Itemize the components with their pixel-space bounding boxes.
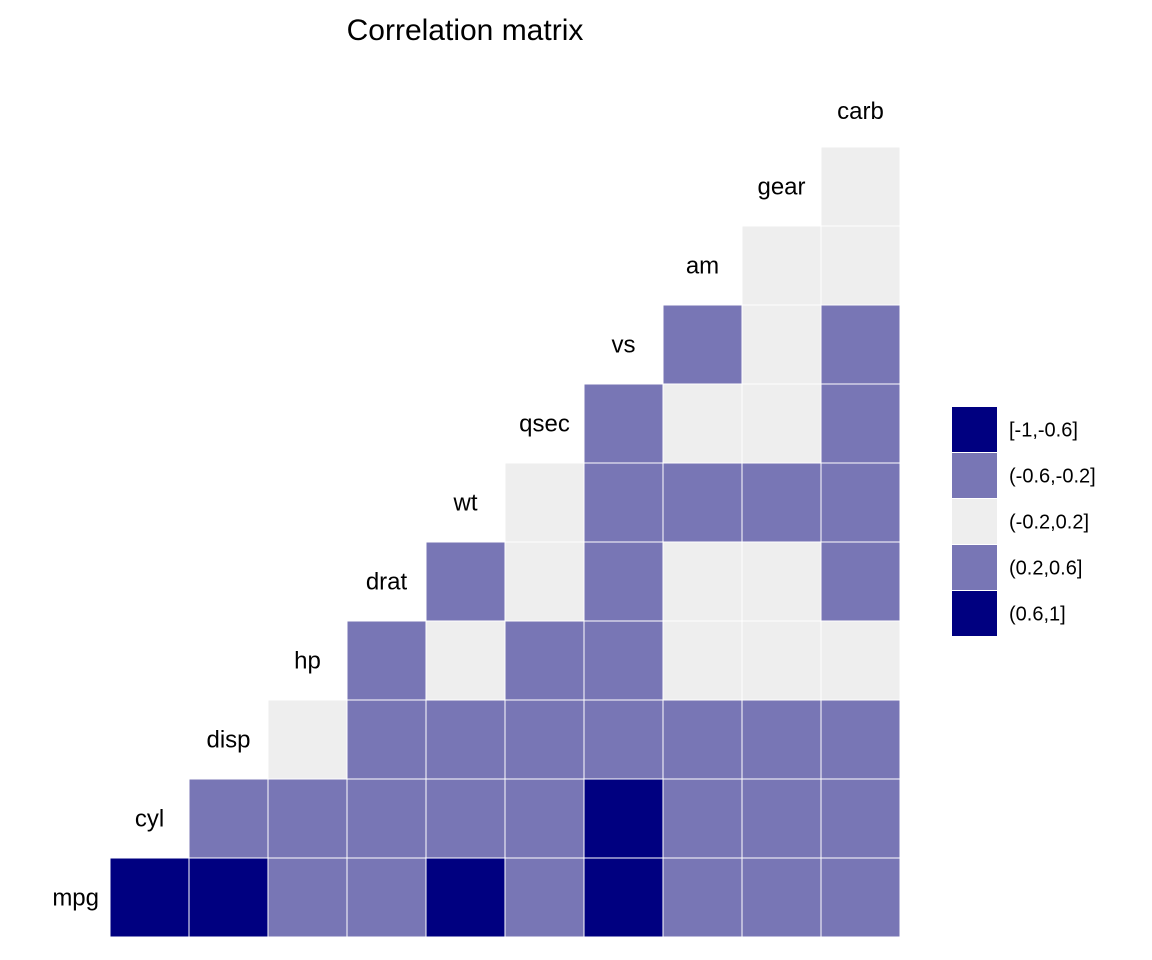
heatmap-cell-cyl-hp: [267, 778, 348, 859]
heatmap-cell-hp-carb: [820, 620, 901, 701]
heatmap-cell-drat-am: [662, 541, 743, 622]
variable-label-carb: carb: [837, 98, 884, 125]
legend-swatch-2: [952, 499, 997, 544]
legend-swatch-0: [952, 407, 997, 452]
variable-label-disp: disp: [206, 727, 250, 754]
variable-label-mpg: mpg: [52, 885, 99, 912]
heatmap-cell-disp-carb: [820, 699, 901, 780]
heatmap-cell-vs-am: [662, 304, 743, 385]
heatmap-cell-cyl-carb: [820, 778, 901, 859]
heatmap-cell-drat-vs: [583, 541, 664, 622]
heatmap-cell-disp-am: [662, 699, 743, 780]
heatmap-cell-cyl-qsec: [504, 778, 585, 859]
variable-label-qsec: qsec: [519, 411, 570, 438]
legend-label-0: [-1,-0.6]: [1009, 420, 1078, 442]
heatmap-cell-vs-gear: [741, 304, 822, 385]
legend: [-1,-0.6] (-0.6,-0.2] (-0.2,0.2] (0.2,0.6] (…: [952, 407, 1096, 636]
heatmap-cell-am-gear: [741, 225, 822, 306]
heatmap-cell-mpg-carb: [820, 857, 901, 938]
heatmap-cell-disp-gear: [741, 699, 822, 780]
heatmap-cell-gear-carb: [820, 146, 901, 227]
heatmap-cell-qsec-carb: [820, 383, 901, 464]
heatmap-cell-mpg-vs: [583, 857, 664, 938]
variable-label-hp: hp: [294, 648, 321, 675]
heatmap-cell-mpg-wt: [425, 857, 506, 938]
heatmap-cell-hp-wt: [425, 620, 506, 701]
variable-labels: mpg cyl disp hp drat wt qsec vs am gear carb: [52, 98, 884, 912]
heatmap-cell-qsec-vs: [583, 383, 664, 464]
variable-label-cyl: cyl: [135, 806, 164, 833]
heatmap-cell-mpg-cyl: [109, 857, 190, 938]
heatmap-cell-cyl-vs: [583, 778, 664, 859]
variable-label-vs: vs: [612, 332, 636, 359]
heatmap-cells: [109, 146, 901, 938]
variable-label-gear: gear: [757, 174, 805, 201]
heatmap-cell-drat-gear: [741, 541, 822, 622]
heatmap-cell-vs-carb: [820, 304, 901, 385]
heatmap-cell-wt-carb: [820, 462, 901, 543]
heatmap-cell-hp-am: [662, 620, 743, 701]
heatmap-cell-cyl-gear: [741, 778, 822, 859]
heatmap-cell-hp-qsec: [504, 620, 585, 701]
heatmap-cell-cyl-wt: [425, 778, 506, 859]
heatmap-cell-wt-gear: [741, 462, 822, 543]
heatmap-cell-cyl-am: [662, 778, 743, 859]
heatmap-cell-drat-carb: [820, 541, 901, 622]
heatmap-cell-wt-am: [662, 462, 743, 543]
heatmap-cell-cyl-drat: [346, 778, 427, 859]
heatmap-cell-wt-vs: [583, 462, 664, 543]
legend-label-4: (0.6,1]: [1009, 604, 1066, 626]
legend-swatch-4: [952, 591, 997, 636]
heatmap-cell-mpg-qsec: [504, 857, 585, 938]
variable-label-am: am: [686, 253, 719, 280]
heatmap-cell-disp-hp: [267, 699, 348, 780]
heatmap-cell-mpg-disp: [188, 857, 269, 938]
legend-label-2: (-0.2,0.2]: [1009, 512, 1089, 534]
heatmap-cell-wt-qsec: [504, 462, 585, 543]
heatmap-cell-mpg-drat: [346, 857, 427, 938]
variable-label-drat: drat: [366, 569, 408, 596]
legend-swatch-1: [952, 453, 997, 498]
heatmap-cell-mpg-hp: [267, 857, 348, 938]
heatmap-cell-drat-qsec: [504, 541, 585, 622]
heatmap-cell-disp-qsec: [504, 699, 585, 780]
legend-label-1: (-0.6,-0.2]: [1009, 466, 1096, 488]
heatmap-cell-mpg-am: [662, 857, 743, 938]
variable-label-wt: wt: [453, 490, 478, 517]
heatmap-cell-drat-wt: [425, 541, 506, 622]
heatmap-cell-hp-gear: [741, 620, 822, 701]
heatmap-cell-hp-drat: [346, 620, 427, 701]
heatmap-cell-mpg-gear: [741, 857, 822, 938]
legend-label-3: (0.2,0.6]: [1009, 558, 1082, 580]
heatmap-cell-disp-drat: [346, 699, 427, 780]
legend-swatch-3: [952, 545, 997, 590]
chart-title: Correlation matrix: [347, 14, 584, 47]
heatmap-cell-am-carb: [820, 225, 901, 306]
heatmap-cell-disp-wt: [425, 699, 506, 780]
heatmap-cell-qsec-gear: [741, 383, 822, 464]
heatmap-cell-qsec-am: [662, 383, 743, 464]
heatmap-cell-disp-vs: [583, 699, 664, 780]
heatmap-cell-hp-vs: [583, 620, 664, 701]
heatmap-cell-cyl-disp: [188, 778, 269, 859]
